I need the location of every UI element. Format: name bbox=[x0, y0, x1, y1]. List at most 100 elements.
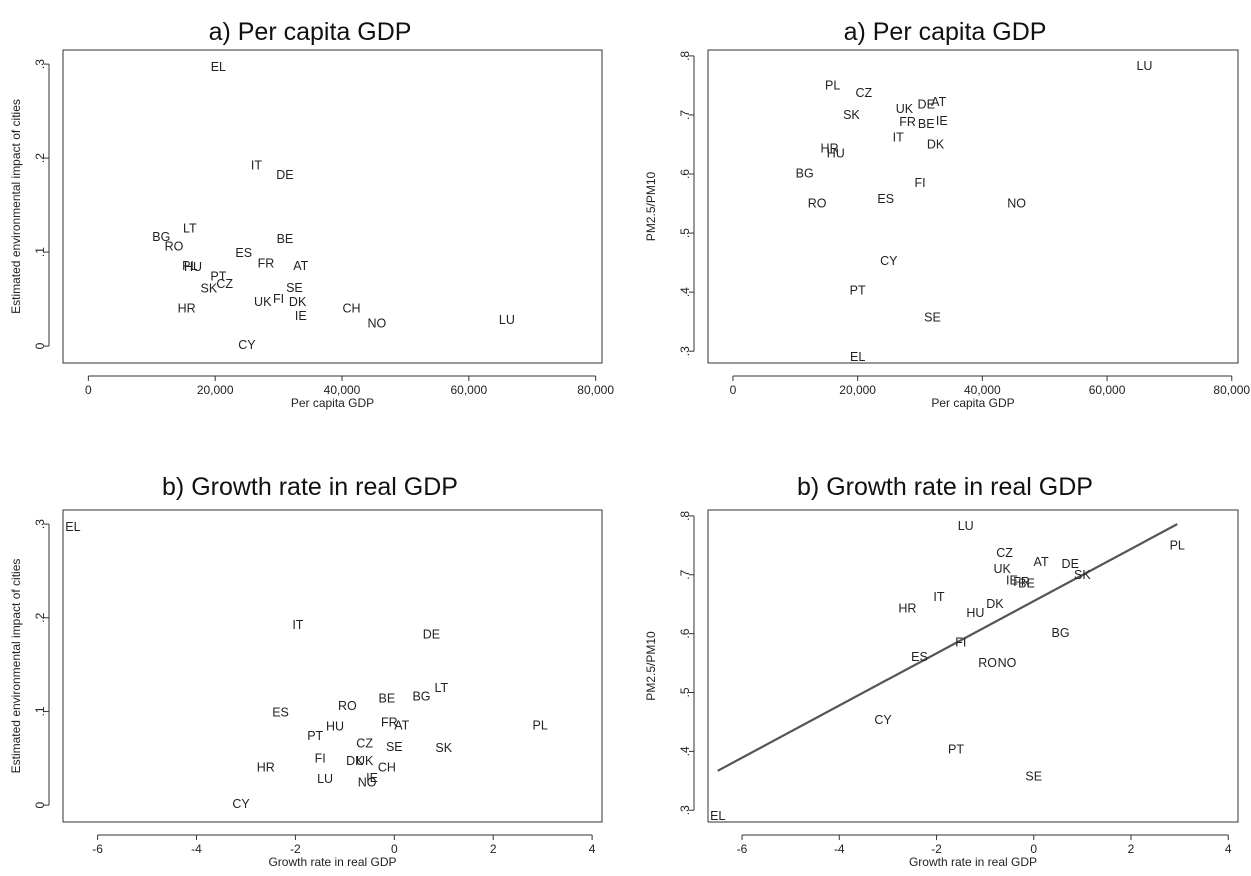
point-label-fi: FI bbox=[955, 635, 966, 649]
panel-gdp-impact: a) Per capita GDP 0 20,000 40,000 60,000 80,… bbox=[9, 10, 614, 430]
point-label-be: BE bbox=[379, 691, 396, 705]
point-label-pt: PT bbox=[850, 283, 866, 297]
point-label-bg: BG bbox=[1051, 626, 1069, 640]
point-label-uk: UK bbox=[896, 102, 914, 116]
x-tick-label: 0 bbox=[1030, 842, 1037, 856]
point-label-dk: DK bbox=[346, 754, 364, 768]
x-tick-label: -2 bbox=[931, 842, 942, 856]
point-label-at: AT bbox=[293, 259, 308, 273]
x-tick-label: -4 bbox=[834, 842, 845, 856]
x-axis-label: Growth rate in real GDP bbox=[909, 855, 1037, 869]
point-label-bg: BG bbox=[152, 230, 170, 244]
point-label-de: DE bbox=[423, 628, 440, 642]
point-label-cy: CY bbox=[232, 797, 250, 811]
point-label-hr: HR bbox=[178, 301, 196, 315]
point-label-el: EL bbox=[850, 350, 865, 364]
point-label-be: BE bbox=[918, 117, 935, 131]
point-label-dk: DK bbox=[927, 137, 945, 151]
point-label-de: DE bbox=[918, 97, 935, 111]
point-label-cz: CZ bbox=[356, 736, 373, 750]
panel-growth-impact: b) Growth rate in real GDP -6 -4 -2 0 2 4 0 .1.… bbox=[9, 455, 610, 873]
point-label-lu: LU bbox=[499, 313, 515, 327]
point-label-fr: FR bbox=[1013, 575, 1030, 589]
x-tick-label: 80,000 bbox=[577, 383, 614, 397]
point-label-es: ES bbox=[272, 705, 289, 719]
point-label-ch: CH bbox=[378, 761, 396, 775]
point-label-lu: LU bbox=[958, 519, 974, 533]
y-axis-label: PM2.5/PM10 bbox=[644, 171, 658, 241]
x-axis-label: Growth rate in real GDP bbox=[268, 855, 396, 869]
point-label-fr: FR bbox=[258, 256, 275, 270]
y-tick-label: .3 bbox=[678, 346, 692, 356]
point-label-lt: LT bbox=[434, 681, 448, 695]
panel-gdp-pm-ratio: a) Per capita GDP 0 20,000 40,000 60,000 80,… bbox=[644, 10, 1250, 430]
point-label-el: EL bbox=[65, 520, 80, 534]
scatter-plot: 0 20,000 40,000 60,000 80,000 .3 .4 .5 .6 .7 .8 Per… bbox=[644, 49, 1250, 410]
point-label-sk: SK bbox=[435, 741, 452, 755]
y-tick-label: .2 bbox=[33, 612, 47, 622]
point-label-dk: DK bbox=[289, 295, 307, 309]
point-label-bg: BG bbox=[412, 689, 430, 703]
y-axis-label: PM2.5/PM10 bbox=[644, 631, 658, 701]
y-tick-label: .8 bbox=[678, 511, 692, 521]
x-tick-label: -6 bbox=[737, 842, 748, 856]
point-label-pt: PT bbox=[307, 729, 323, 743]
panel-title: b) Growth rate in real GDP bbox=[797, 473, 1093, 501]
point-label-uk: UK bbox=[254, 295, 272, 309]
x-tick-label: -4 bbox=[191, 842, 202, 856]
point-label-es: ES bbox=[235, 246, 252, 260]
point-label-fr: FR bbox=[381, 716, 398, 730]
y-tick-label: .3 bbox=[33, 519, 47, 529]
x-tick-label: 60,000 bbox=[450, 383, 487, 397]
x-tick-label: 40,000 bbox=[964, 383, 1001, 397]
point-label-pl: PL bbox=[825, 78, 840, 92]
y-axis-label: Estimated environmental impact of cities bbox=[9, 559, 23, 774]
point-label-it: IT bbox=[933, 590, 944, 604]
point-label-se: SE bbox=[286, 281, 303, 295]
point-label-cz: CZ bbox=[856, 86, 873, 100]
y-tick-label: .4 bbox=[678, 287, 692, 297]
point-label-lu: LU bbox=[317, 772, 333, 786]
point-label-lu: LU bbox=[1136, 59, 1152, 73]
plot-frame bbox=[62, 509, 603, 823]
scatter-plot: -6 -4 -2 0 2 4 0 .1 .2 .3 Growth rate in real GDP E… bbox=[9, 509, 603, 869]
y-tick-label: .2 bbox=[33, 153, 47, 163]
point-label-ch: CH bbox=[342, 301, 360, 315]
point-label-ro: RO bbox=[808, 197, 827, 211]
y-tick-label: .5 bbox=[678, 687, 692, 697]
point-label-hu: HU bbox=[966, 606, 984, 620]
y-tick-label: 0 bbox=[33, 342, 47, 349]
x-tick-label: 2 bbox=[1128, 842, 1135, 856]
point-label-pl: PL bbox=[1170, 538, 1185, 552]
y-tick-label: .3 bbox=[678, 805, 692, 815]
point-label-uk: UK bbox=[356, 754, 374, 768]
point-label-hr: HR bbox=[257, 761, 275, 775]
point-label-ie: IE bbox=[1006, 574, 1018, 588]
point-label-ie: IE bbox=[366, 771, 378, 785]
point-label-uk: UK bbox=[993, 562, 1011, 576]
y-tick-label: .3 bbox=[33, 59, 47, 69]
point-label-no: NO bbox=[358, 776, 377, 790]
point-label-sk: SK bbox=[201, 282, 218, 296]
y-tick-label: .5 bbox=[678, 228, 692, 238]
point-label-cy: CY bbox=[880, 254, 898, 268]
point-label-se: SE bbox=[1025, 770, 1042, 784]
panel-title: a) Per capita GDP bbox=[843, 18, 1047, 46]
y-tick-label: .6 bbox=[678, 169, 692, 179]
point-label-dk: DK bbox=[986, 597, 1004, 611]
scatter-plot: 0 20,000 40,000 60,000 80,000 0 .1 .2 .3 Per capi… bbox=[9, 49, 614, 410]
point-label-pl: PL bbox=[182, 259, 197, 273]
point-label-sk: SK bbox=[843, 108, 860, 122]
point-label-el: EL bbox=[211, 60, 226, 74]
point-label-it: IT bbox=[292, 618, 303, 632]
plot-frame bbox=[707, 509, 1239, 823]
point-label-cz: CZ bbox=[996, 546, 1013, 560]
x-tick-label: 4 bbox=[1225, 842, 1232, 856]
point-label-be: BE bbox=[277, 232, 294, 246]
point-label-fi: FI bbox=[273, 292, 284, 306]
point-label-ie: IE bbox=[936, 114, 948, 128]
point-label-se: SE bbox=[924, 311, 941, 325]
panel-growth-pm-ratio: b) Growth rate in real GDP -6 -4 -2 0 2 4 .3 .4… bbox=[644, 455, 1245, 873]
y-tick-label: .7 bbox=[678, 569, 692, 579]
point-label-at: AT bbox=[394, 718, 409, 732]
